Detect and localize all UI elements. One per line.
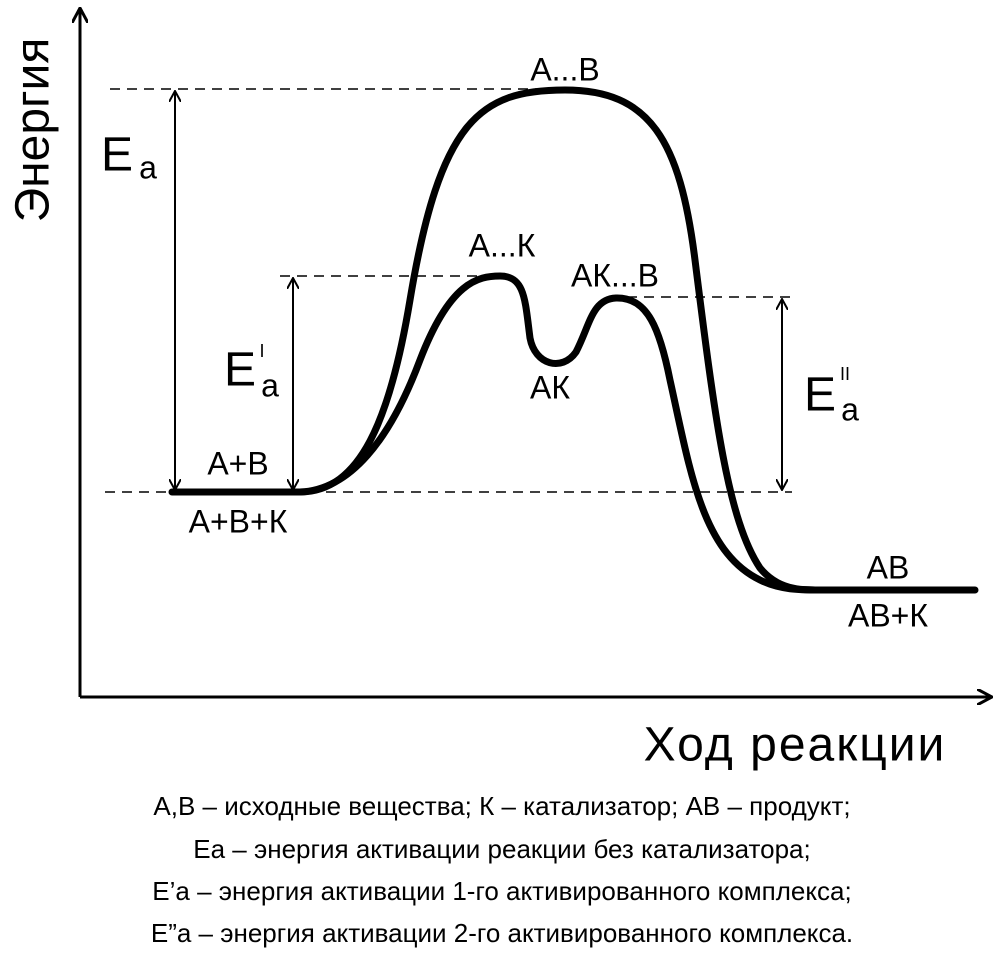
caption-line: А,В – исходные вещества; К – катализатор…: [153, 791, 850, 821]
energy-symbol: E: [224, 344, 256, 397]
energy-superscript: I: [259, 341, 264, 361]
x-axis-label: Ход реакции: [644, 719, 947, 772]
uncatalyzed-curve: [168, 86, 979, 594]
caption-line: Еа – энергия активации реакции без катал…: [193, 834, 810, 864]
catalyzed-curve: [296, 272, 824, 594]
energy-subscript: a: [139, 149, 157, 185]
state-label: АК: [530, 369, 570, 405]
state-label: АВ+К: [848, 597, 928, 633]
energy-subscript: a: [261, 367, 279, 403]
state-label: А+В: [207, 445, 268, 481]
energy-symbol: E: [804, 369, 836, 422]
energy-symbol: E: [101, 129, 133, 182]
caption-line: Е’а – энергия активации 1-го активирован…: [152, 876, 851, 906]
energy-superscript: II: [840, 364, 850, 384]
state-label: А+В+К: [189, 503, 288, 539]
y-axis-label: Энергия: [7, 38, 60, 223]
state-label: АК...В: [571, 257, 659, 293]
caption-line: Е”а – энергия активации 2-го активирован…: [151, 918, 853, 948]
state-label: АВ: [867, 549, 910, 585]
energy-subscript: a: [841, 391, 859, 427]
state-label: А...В: [530, 51, 599, 87]
state-label: А...К: [469, 227, 536, 263]
